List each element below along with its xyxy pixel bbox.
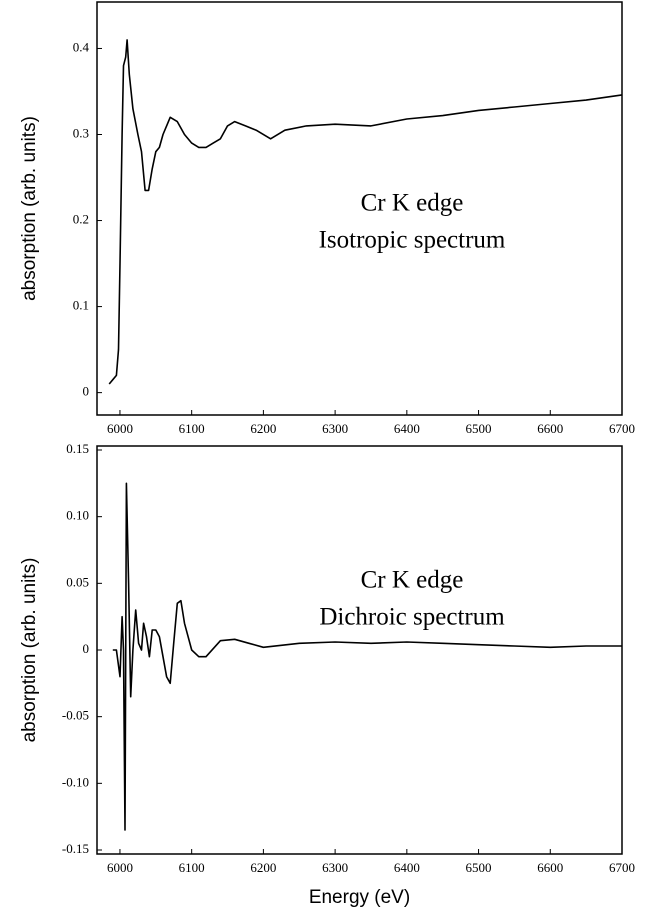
y-tick-label: -0.10 <box>62 774 89 789</box>
x-tick-label: 6700 <box>609 421 635 436</box>
y-tick-label: 0.10 <box>66 508 89 523</box>
x-tick-label: 6500 <box>466 421 492 436</box>
x-tick-label: 6500 <box>466 860 492 875</box>
y-axis-label: absorption (arb. units) <box>19 116 40 301</box>
y-tick-label: -0.15 <box>62 841 89 856</box>
y-tick-label: 0.05 <box>66 574 89 589</box>
plot-frame <box>96 445 623 855</box>
annotation: Cr K edge <box>361 567 464 594</box>
x-tick-label: 6200 <box>250 860 276 875</box>
y-tick-label: 0 <box>83 641 90 656</box>
x-tick-label: 6300 <box>322 421 348 436</box>
y-tick-label: 0.3 <box>73 125 89 140</box>
y-tick-label: 0.2 <box>73 212 89 227</box>
x-tick-label: 6600 <box>537 421 563 436</box>
x-tick-label: 6600 <box>537 860 563 875</box>
annotation: Dichroic spectrum <box>319 604 505 631</box>
y-tick-label: 0 <box>83 384 90 399</box>
x-tick-label: 6400 <box>394 421 420 436</box>
annotation: Isotropic spectrum <box>319 227 506 254</box>
spectrum-line <box>108 39 623 385</box>
y-axis-label: absorption (arb. units) <box>19 558 40 743</box>
y-tick-label: 0.15 <box>66 441 89 456</box>
y-tick-label: -0.05 <box>62 708 89 723</box>
plot-frame <box>96 1 623 416</box>
x-tick-label: 6200 <box>250 421 276 436</box>
annotation: Cr K edge <box>361 190 464 217</box>
x-tick-label: 6000 <box>107 860 133 875</box>
x-tick-label: 6100 <box>179 860 205 875</box>
x-axis-label: Energy (eV) <box>309 887 410 908</box>
x-tick-label: 6700 <box>609 860 635 875</box>
y-tick-label: 0.1 <box>73 298 89 313</box>
x-tick-label: 6400 <box>394 860 420 875</box>
y-tick-label: 0.4 <box>73 39 90 54</box>
x-tick-label: 6000 <box>107 421 133 436</box>
spectrum-line <box>112 482 622 831</box>
x-tick-label: 6100 <box>179 421 205 436</box>
x-tick-label: 6300 <box>322 860 348 875</box>
